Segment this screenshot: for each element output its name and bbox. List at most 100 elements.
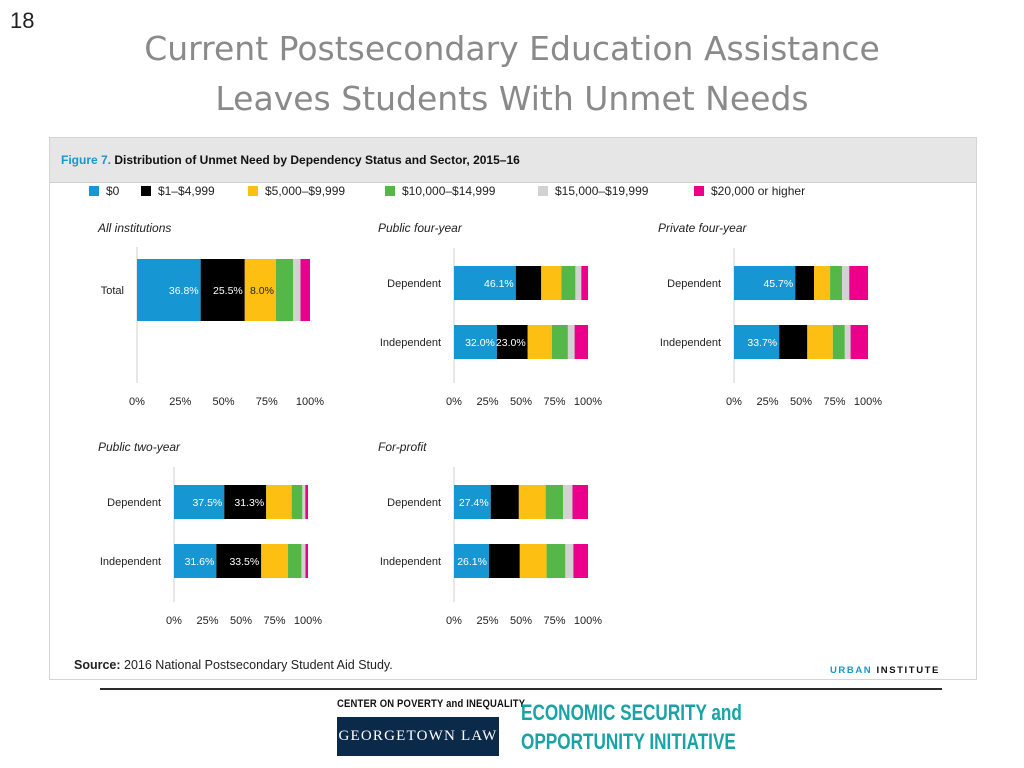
legend-swatch [538, 186, 548, 196]
urban-logo-word-2: INSTITUTE [876, 665, 940, 676]
data-label: 27.4% [459, 497, 489, 509]
slide-title-line-1: Current Postsecondary Education Assistan… [144, 29, 880, 68]
bar-segment [496, 325, 528, 359]
data-label: 25.5% [213, 285, 243, 297]
figure-label: Figure 7. [61, 153, 112, 167]
x-tick-label: 0% [446, 615, 462, 627]
legend-label: $1–$4,999 [158, 184, 215, 198]
chart-title: Public four-year [378, 221, 463, 235]
bar-segment [779, 325, 808, 359]
x-tick-label: 25% [476, 396, 498, 408]
footer-divider [100, 688, 942, 690]
bar-segment [572, 485, 588, 519]
category-label: Dependent [667, 278, 721, 290]
legend-item-3: $10,000–$14,999 [385, 184, 495, 198]
data-label: 23.0% [496, 337, 526, 349]
bar-segment [581, 266, 588, 300]
bar-segment [488, 544, 520, 578]
bar-segment [832, 325, 845, 359]
bar-segment [795, 266, 814, 300]
bar-segment [541, 266, 562, 300]
bar-segment [813, 266, 831, 300]
bar-segment [830, 266, 843, 300]
bar-segment [734, 266, 796, 300]
bar-segment [575, 266, 582, 300]
legend-label: $10,000–$14,999 [402, 184, 496, 198]
legend-swatch [385, 186, 395, 196]
bar-segment [300, 259, 310, 321]
legend-item-4: $15,000–$19,999 [538, 184, 648, 198]
bar-segment [563, 485, 573, 519]
legend-label: $5,000–$9,999 [265, 184, 346, 198]
bar-segment [545, 485, 564, 519]
x-tick-label: 0% [446, 396, 462, 408]
x-tick-label: 100% [854, 396, 882, 408]
category-label: Independent [660, 337, 721, 349]
category-label: Independent [100, 556, 161, 568]
chart-title: All institutions [97, 221, 171, 235]
bar-segment [574, 325, 588, 359]
bar-segment [244, 259, 276, 321]
x-tick-label: 25% [756, 396, 778, 408]
slide-number: 18 [10, 8, 35, 33]
bar-segment [546, 544, 566, 578]
x-tick-label: 75% [823, 396, 845, 408]
georgetown-law-logo: GEORGETOWN LAW [337, 717, 499, 756]
legend-item-1: $1–$4,999 [141, 184, 215, 198]
data-label: 32.0% [465, 337, 495, 349]
initiative-line-1: ECONOMIC SECURITY and [521, 700, 742, 725]
figure-source: Source: 2016 National Postsecondary Stud… [74, 658, 393, 672]
bar-segment [454, 266, 516, 300]
bar-segment [266, 485, 292, 519]
x-tick-label: 100% [296, 396, 324, 408]
figure-caption-text: Distribution of Unmet Need by Dependency… [114, 153, 520, 167]
bar-segment [807, 325, 833, 359]
data-label: 46.1% [484, 278, 514, 290]
bar-segment [137, 259, 201, 321]
bar-segment [301, 544, 306, 578]
center-on-poverty-logo-text: CENTER ON POVERTY and INEQUALITY [337, 698, 526, 710]
legend-swatch [248, 186, 258, 196]
x-tick-label: 75% [256, 396, 278, 408]
bar-segment [174, 544, 217, 578]
x-tick-label: 75% [543, 396, 565, 408]
bar-segment [305, 485, 308, 519]
data-label: 26.1% [457, 556, 487, 568]
x-tick-label: 0% [129, 396, 145, 408]
initiative-line-2: OPPORTUNITY INITIATIVE [521, 729, 736, 754]
bar-segment [302, 485, 306, 519]
category-label: Independent [380, 556, 441, 568]
data-label: 31.3% [234, 497, 264, 509]
bar-segment [551, 325, 568, 359]
urban-institute-logo: URBAN INSTITUTE [830, 665, 940, 676]
bar-segment [305, 544, 308, 578]
x-tick-label: 100% [574, 396, 602, 408]
x-tick-label: 100% [294, 615, 322, 627]
bar-segment [275, 259, 294, 321]
x-tick-label: 25% [169, 396, 191, 408]
legend-swatch [141, 186, 151, 196]
legend-item-0: $0 [89, 184, 119, 198]
data-label: 33.5% [229, 556, 259, 568]
slide-title-line-2: Leaves Students With Unmet Needs [215, 79, 809, 118]
data-label: 8.0% [250, 285, 274, 297]
bar-segment [490, 485, 519, 519]
bar-segment [293, 259, 301, 321]
legend-label: $0 [106, 184, 120, 198]
x-tick-label: 0% [726, 396, 742, 408]
bar-segment [515, 266, 542, 300]
legend-item-2: $5,000–$9,999 [248, 184, 345, 198]
bar-segment [573, 544, 588, 578]
x-tick-label: 50% [212, 396, 234, 408]
bar-segment [567, 325, 575, 359]
data-label: 36.8% [169, 285, 199, 297]
x-tick-label: 100% [574, 615, 602, 627]
bar-segment [844, 325, 851, 359]
bar-segment [519, 544, 547, 578]
bar-segment [454, 325, 497, 359]
bar-segment [734, 325, 780, 359]
stacked-bar-charts: All institutions Total 36.8% 25.5% 8.0% 0% 25%… [97, 221, 882, 627]
bar-segment [291, 485, 303, 519]
x-tick-label: 75% [543, 615, 565, 627]
x-tick-label: 25% [196, 615, 218, 627]
